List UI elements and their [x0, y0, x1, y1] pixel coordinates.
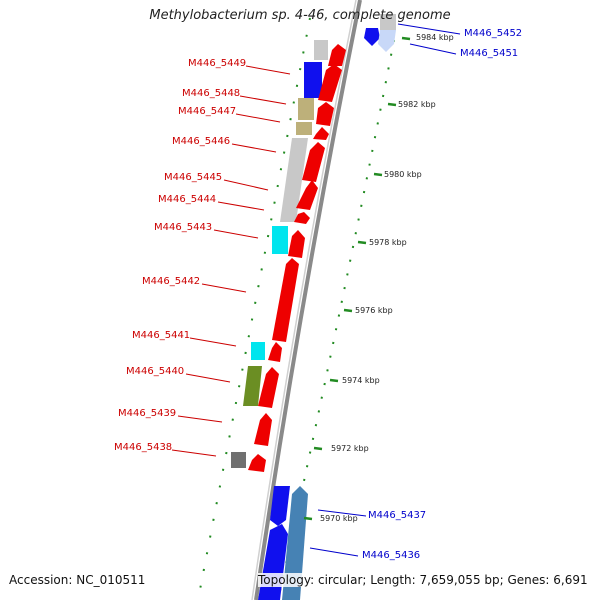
scale-label-5978: 5978 kbp [369, 238, 407, 247]
gene-forward-arrow-1 [328, 44, 346, 66]
scale-label-5974: 5974 kbp [342, 376, 380, 385]
gene-m446-5438-bar [231, 452, 246, 468]
gene-m446-5446-bar [280, 138, 308, 222]
map-title: Methylobacterium sp. 4-46, complete geno… [149, 8, 451, 23]
scale-label-5984: 5984 kbp [416, 33, 454, 42]
gene-label-m446-5439[interactable]: M446_5439 [118, 408, 176, 419]
gene-label-m446-5444[interactable]: M446_5444 [158, 194, 216, 205]
gene-forward-arrow-2 [318, 64, 342, 102]
scale-label-5972: 5972 kbp [331, 444, 369, 453]
gene-forward-arrow-10 [268, 342, 282, 362]
gene-m446-5448-bar [298, 98, 314, 120]
genome-backbone-highlight [251, 0, 357, 600]
gene-forward-arrow-13 [248, 454, 266, 472]
scale-ticks [303, 36, 411, 521]
gene-m446-5437b-arrow [282, 486, 308, 600]
gene-label-m446-5436[interactable]: M446_5436 [362, 550, 420, 561]
scale-label-5980: 5980 kbp [384, 170, 422, 179]
gene-forward-arrow-12 [254, 413, 272, 446]
gene-m446-5451-arrow [378, 30, 396, 52]
gene-label-m446-5438[interactable]: M446_5438 [114, 442, 172, 453]
gene-m446-5443-bar [272, 226, 288, 254]
gene-forward-arrow-5 [302, 142, 325, 182]
gene-forward-arrow-4 [313, 127, 329, 140]
gene-forward-arrow-7 [294, 212, 310, 224]
scale-label-5970: 5970 kbp [320, 514, 358, 523]
genome-summary-text: Topology: circular; Length: 7,659,055 bp… [258, 573, 588, 587]
gene-m446-5452-arrow [364, 28, 380, 46]
inner-dotted-track [197, 17, 311, 600]
left-leader-lines [171, 65, 291, 457]
gene-forward-arrow-8 [288, 230, 305, 258]
gene-forward-arrow-3 [316, 102, 334, 126]
gene-gray-bar [314, 40, 328, 60]
gene-label-m446-5452[interactable]: M446_5452 [464, 28, 522, 39]
gene-label-m446-5437[interactable]: M446_5437 [368, 510, 426, 521]
gene-m446-5440-bar [243, 366, 262, 406]
gene-m446-5449-bar [304, 62, 322, 98]
gene-label-m446-5442[interactable]: M446_5442 [142, 276, 200, 287]
gene-label-m446-5451[interactable]: M446_5451 [460, 48, 518, 59]
gene-gray-top-bar [380, 14, 396, 30]
scale-label-5982: 5982 kbp [398, 100, 436, 109]
gene-label-m446-5448[interactable]: M446_5448 [182, 88, 240, 99]
right-leader-lines [309, 23, 461, 557]
gene-forward-arrow-9 [272, 258, 299, 342]
genome-backbone [254, 0, 362, 600]
gene-label-m446-5449[interactable]: M446_5449 [188, 58, 246, 69]
gene-label-m446-5446[interactable]: M446_5446 [172, 136, 230, 147]
gene-label-m446-5440[interactable]: M446_5440 [126, 366, 184, 377]
gene-label-m446-5447[interactable]: M446_5447 [178, 106, 236, 117]
accession-text: Accession: NC_010511 [9, 573, 146, 587]
gene-m446-5447-bar [296, 122, 312, 135]
gene-m446-5441-bar [251, 342, 265, 360]
gene-m446-5437-arrow [270, 486, 290, 526]
gene-forward-arrow-6 [296, 180, 318, 210]
gene-label-m446-5443[interactable]: M446_5443 [154, 222, 212, 233]
gene-label-m446-5441[interactable]: M446_5441 [132, 330, 190, 341]
gene-forward-arrow-11 [258, 367, 279, 408]
gene-label-m446-5445[interactable]: M446_5445 [164, 172, 222, 183]
scale-label-5976: 5976 kbp [355, 306, 393, 315]
